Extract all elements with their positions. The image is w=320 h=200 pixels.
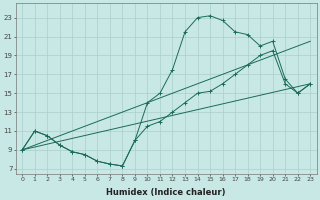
X-axis label: Humidex (Indice chaleur): Humidex (Indice chaleur) (107, 188, 226, 197)
